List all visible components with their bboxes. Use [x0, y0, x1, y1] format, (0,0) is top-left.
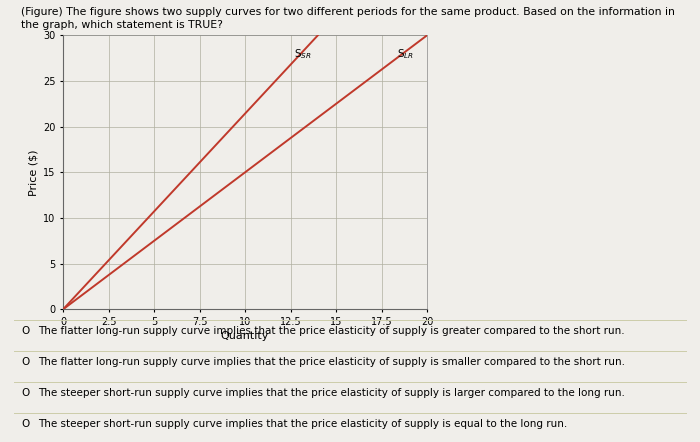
- Text: The flatter long-run supply curve implies that the price elasticity of supply is: The flatter long-run supply curve implie…: [38, 326, 625, 336]
- Text: O: O: [21, 388, 29, 398]
- Text: O: O: [21, 357, 29, 367]
- Text: (Figure) The figure shows two supply curves for two different periods for the sa: (Figure) The figure shows two supply cur…: [21, 7, 675, 17]
- Text: the graph, which statement is TRUE?: the graph, which statement is TRUE?: [21, 20, 223, 30]
- X-axis label: Quantity: Quantity: [220, 331, 270, 341]
- Text: The steeper short-run supply curve implies that the price elasticity of supply i: The steeper short-run supply curve impli…: [38, 419, 568, 429]
- Text: O: O: [21, 419, 29, 429]
- Text: The flatter long-run supply curve implies that the price elasticity of supply is: The flatter long-run supply curve implie…: [38, 357, 626, 367]
- Text: O: O: [21, 326, 29, 336]
- Text: S$_{SR}$: S$_{SR}$: [295, 47, 312, 61]
- Text: The steeper short-run supply curve implies that the price elasticity of supply i: The steeper short-run supply curve impli…: [38, 388, 625, 398]
- Text: S$_{LR}$: S$_{LR}$: [397, 47, 414, 61]
- Y-axis label: Price ($): Price ($): [29, 149, 38, 196]
